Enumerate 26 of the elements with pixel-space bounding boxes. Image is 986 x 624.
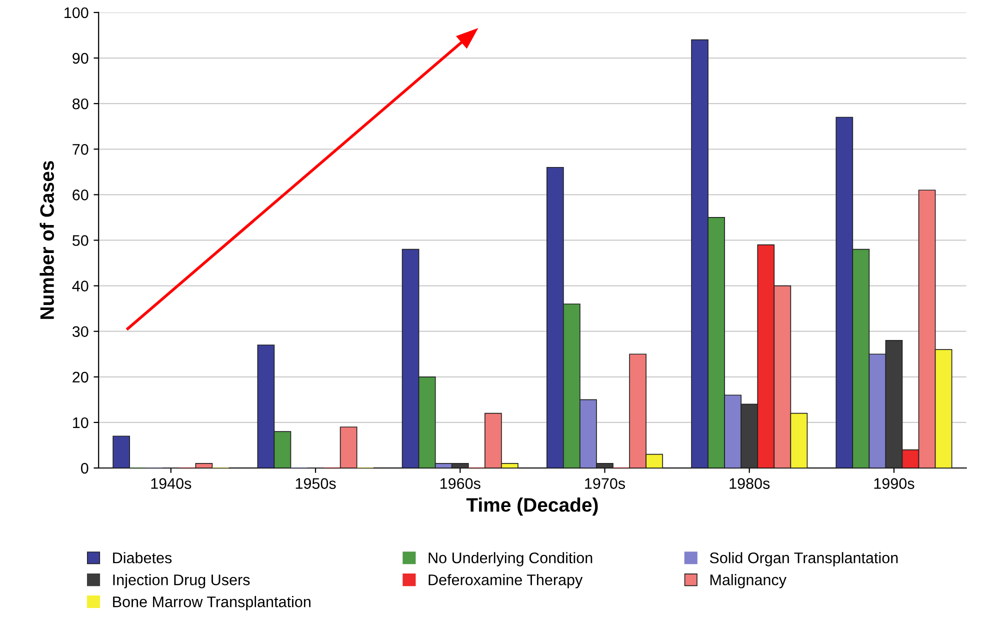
y-tick-label: 20 <box>72 372 88 383</box>
legend-label: Deferoxamine Therapy <box>428 574 583 588</box>
y-tick-label: 0 <box>80 462 88 474</box>
x-tick-label: 1980s <box>730 478 770 489</box>
x-tick-label: 1950s <box>296 478 336 489</box>
legend-label: Diabetes <box>113 552 172 564</box>
legend-label: No Underlying Condition <box>428 552 592 566</box>
y-tick-label: 70 <box>72 144 88 155</box>
x-tick-label: 1940s <box>151 478 192 489</box>
y-tick-label: 30 <box>72 326 88 338</box>
x-tick-label: 1960s <box>440 478 480 489</box>
x-tick-label: 1970s <box>585 478 626 489</box>
legend-label: Bone Marrow Transplantation <box>113 596 310 610</box>
y-tick-label: 100 <box>64 7 88 18</box>
y-tick-label: 60 <box>72 190 88 200</box>
x-tick-label: 1990s <box>874 478 914 489</box>
y-tick-label: 80 <box>72 98 88 110</box>
legend-label: Malignancy <box>710 574 786 588</box>
x-axis-title: Time (Decade) <box>466 498 598 516</box>
legend-label: Solid Organ Transplantation <box>710 552 898 566</box>
legend-label: Injection Drug Users <box>113 574 250 588</box>
y-tick-label: 90 <box>72 52 88 64</box>
y-tick-label: 50 <box>72 235 88 246</box>
y-axis-title: Number of Cases <box>40 161 54 319</box>
y-tick-label: 40 <box>72 280 88 292</box>
y-tick-label: 10 <box>73 417 88 428</box>
